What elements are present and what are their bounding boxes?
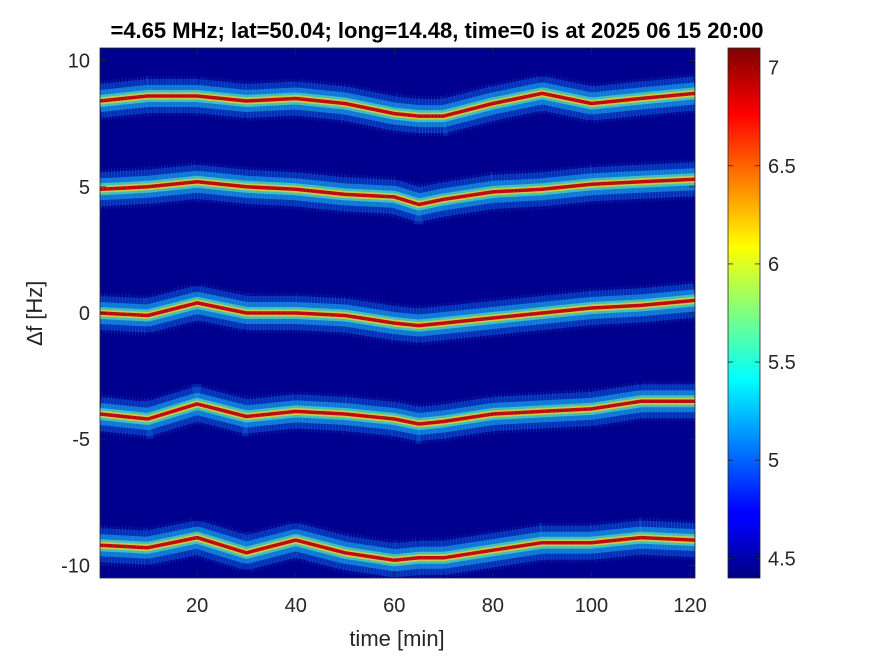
band-1-speckle: [100, 73, 695, 137]
y-axis: 10 5 0 -5 -10: [61, 51, 695, 577]
band-2-layer-5: [100, 177, 695, 207]
band-2-speckle: [100, 159, 695, 225]
colorbar-tick-label: 6.5: [768, 156, 796, 178]
colorbar-ticks: 7 6.5 6 5.5 5 4.5: [728, 58, 796, 570]
band-5: [100, 517, 695, 578]
band-5-layer-5: [100, 535, 695, 563]
band-4: [100, 381, 695, 444]
band-4-speckle: [100, 381, 695, 444]
y-tick-label: -10: [61, 555, 90, 577]
chart-title: =4.65 MHz; lat=50.04; long=14.48, time=0…: [110, 18, 763, 43]
band-3-layer-5: [100, 298, 695, 328]
colorbar-tick-label: 5.5: [768, 352, 796, 374]
x-axis-label: time [min]: [349, 626, 444, 651]
colorbar-tick-label: 6: [768, 254, 779, 276]
y-tick-label: 0: [79, 303, 90, 325]
band-1: [100, 73, 695, 137]
y-tick-label: 10: [68, 51, 90, 73]
x-tick-label: 60: [383, 595, 405, 617]
y-axis-label: ∆f [Hz]: [22, 281, 47, 346]
x-tick-label: 120: [673, 595, 706, 617]
colorbar-tick-label: 4.5: [768, 548, 796, 570]
band-4-layer-5: [100, 399, 695, 426]
signal-bands: [100, 73, 695, 578]
x-tick-label: 20: [186, 595, 208, 617]
colorbar-tick-label: 7: [768, 58, 779, 80]
band-3-speckle: [100, 280, 695, 346]
band-2: [100, 159, 695, 225]
colorbar: 7 6.5 6 5.5 5 4.5: [727, 47, 796, 579]
band-1-layer-5: [100, 91, 695, 118]
x-tick-label: 80: [482, 595, 504, 617]
y-tick-label: 5: [79, 177, 90, 199]
band-3: [100, 280, 695, 346]
x-tick-label: 100: [575, 595, 608, 617]
x-axis: 20 40 60 80 100 120: [186, 48, 707, 617]
y-tick-label: -5: [72, 429, 90, 451]
colorbar-tick-label: 5: [768, 450, 779, 472]
plot-area: [99, 47, 696, 579]
colorbar-gradient: [727, 47, 761, 579]
x-tick-label: 40: [285, 595, 307, 617]
